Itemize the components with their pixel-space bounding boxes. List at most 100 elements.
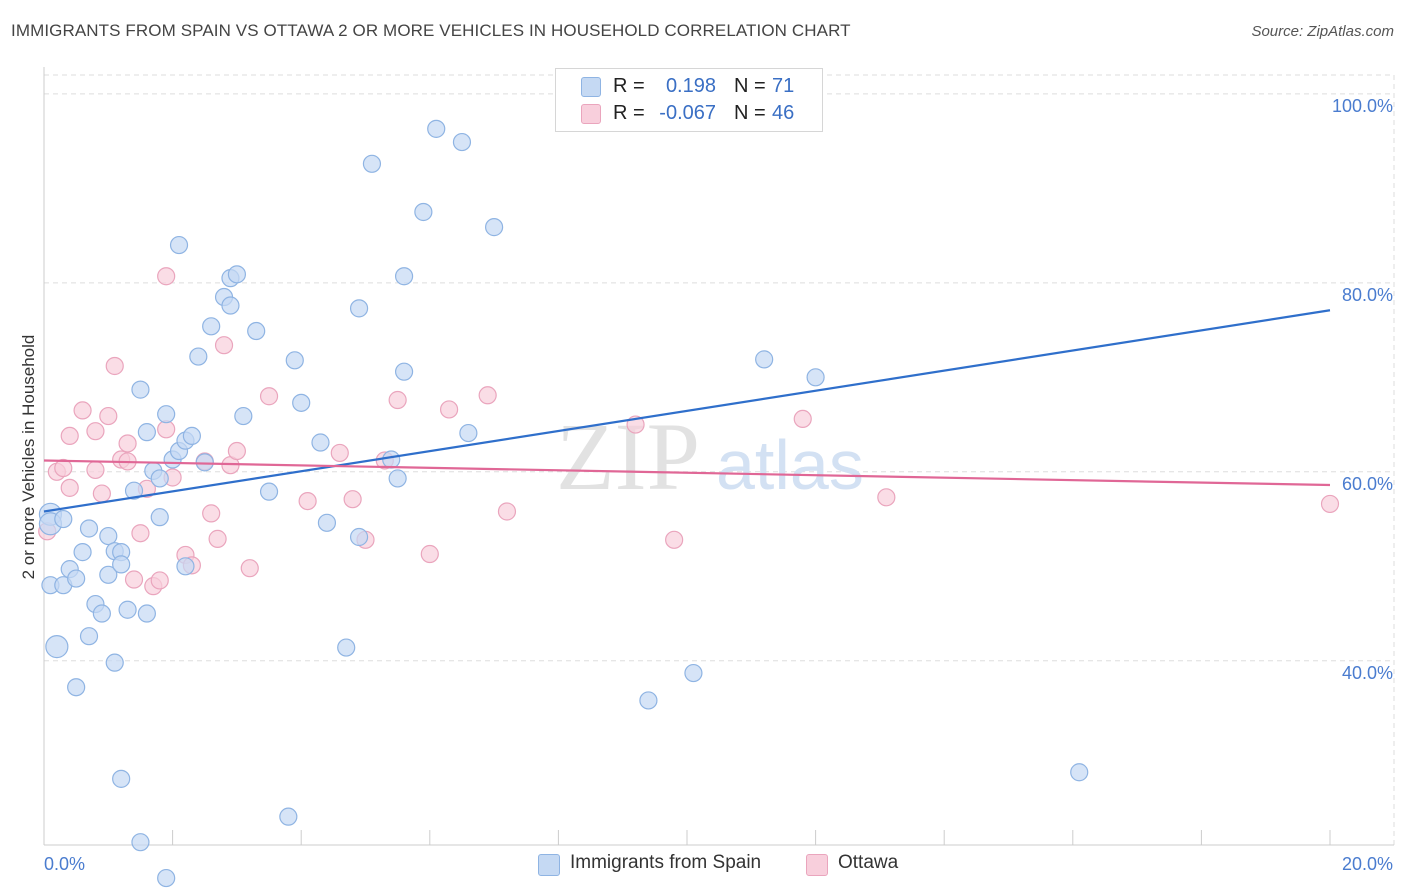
legend-r-value: 0.198: [665, 75, 716, 97]
point-spain: [485, 218, 504, 237]
trend-line-ottawa: [43, 459, 1331, 487]
point-spain: [112, 555, 131, 574]
point-spain: [452, 132, 472, 152]
series-spain-points: [38, 119, 1089, 888]
point-ottawa: [150, 571, 169, 590]
point-spain: [189, 347, 208, 366]
point-ottawa: [240, 559, 259, 578]
legend-swatch-ottawa: [581, 104, 601, 124]
point-ottawa: [105, 356, 124, 376]
legend-r-value: -0.067: [659, 102, 716, 124]
point-spain: [54, 509, 73, 529]
point-spain: [99, 526, 118, 546]
point-ottawa: [86, 422, 105, 441]
point-spain: [427, 119, 446, 138]
point-spain: [684, 663, 703, 683]
point-spain: [388, 469, 407, 488]
point-spain: [806, 368, 825, 387]
point-spain: [382, 450, 401, 469]
point-spain: [394, 267, 414, 286]
point-spain: [157, 405, 176, 424]
point-spain: [112, 769, 131, 788]
tick-labels: 40.0% 60.0% 80.0% 100.0% 0.0% 20.0%: [44, 96, 1393, 874]
point-ottawa: [420, 544, 439, 564]
point-ottawa: [131, 524, 150, 543]
watermark: ZIP atlas: [556, 403, 864, 510]
point-spain: [92, 604, 111, 623]
point-spain: [337, 638, 356, 657]
y-tick-label: 80.0%: [1342, 285, 1393, 305]
y-tick-label: 40.0%: [1342, 663, 1393, 683]
point-spain: [73, 543, 92, 562]
point-spain: [176, 557, 195, 576]
point-spain: [105, 653, 124, 672]
point-spain: [247, 321, 266, 341]
point-ottawa: [793, 409, 812, 429]
point-ottawa: [298, 491, 317, 511]
point-ottawa: [497, 502, 517, 521]
point-spain: [67, 678, 86, 697]
point-spain: [349, 527, 369, 547]
point-spain: [99, 565, 118, 584]
point-ottawa: [439, 400, 459, 419]
point-ottawa: [665, 530, 684, 549]
legend-row-ottawa: R = -0.067 N = 46: [556, 101, 822, 127]
point-spain: [202, 317, 221, 336]
legend-row-spain: R = 0.198 N = 71: [556, 74, 822, 100]
legend-swatch-spain: [581, 77, 601, 97]
point-ottawa: [86, 460, 105, 480]
point-ottawa: [330, 443, 349, 463]
point-spain: [317, 513, 337, 532]
point-ottawa: [118, 434, 137, 453]
point-ottawa: [124, 570, 144, 589]
axes: [43, 67, 1394, 846]
point-spain: [349, 299, 369, 318]
point-spain: [150, 508, 169, 527]
point-spain: [150, 469, 169, 488]
grid-lines: [44, 74, 1395, 845]
legend-n-value: 46: [772, 102, 795, 124]
legend-n-value: 71: [772, 75, 795, 97]
source-label: Source: ZipAtlas.com: [1251, 23, 1394, 40]
legend-swatch-ottawa: [806, 854, 828, 876]
point-ottawa: [73, 401, 92, 420]
point-ottawa: [1320, 494, 1340, 514]
legend-r-label: R =: [613, 75, 645, 97]
point-spain: [292, 393, 311, 412]
point-spain: [755, 350, 774, 369]
point-spain: [259, 482, 279, 501]
point-spain: [1070, 763, 1089, 782]
legend-label-ottawa: Ottawa: [838, 852, 899, 873]
point-ottawa: [157, 420, 176, 439]
point-spain: [639, 691, 658, 710]
legend-n-label: N =: [734, 75, 766, 97]
point-spain: [67, 569, 86, 588]
point-spain: [394, 362, 414, 381]
point-spain: [362, 154, 382, 173]
point-ottawa: [343, 490, 362, 509]
legend-label-spain: Immigrants from Spain: [570, 852, 762, 873]
point-ottawa: [388, 390, 407, 410]
point-spain: [459, 423, 478, 443]
point-spain: [45, 634, 69, 659]
point-ottawa: [227, 441, 246, 461]
point-spain: [285, 351, 304, 370]
point-spain: [182, 426, 201, 446]
point-spain: [131, 833, 150, 852]
point-ottawa: [60, 426, 79, 446]
y-axis-label: 2 or more Vehicles in Household: [19, 335, 38, 580]
series-legend: Immigrants from Spain Ottawa: [0, 852, 1406, 878]
point-spain: [118, 600, 137, 619]
point-ottawa: [202, 504, 221, 523]
watermark-atlas: atlas: [716, 426, 864, 504]
point-ottawa: [60, 478, 79, 497]
point-ottawa: [99, 406, 118, 426]
y-tick-label: 60.0%: [1342, 474, 1393, 494]
point-ottawa: [214, 336, 234, 355]
x-tick-label: 20.0%: [1342, 854, 1393, 874]
point-spain: [137, 423, 156, 442]
legend-swatch-spain: [538, 854, 560, 876]
point-ottawa: [92, 484, 111, 503]
point-spain: [414, 202, 433, 222]
